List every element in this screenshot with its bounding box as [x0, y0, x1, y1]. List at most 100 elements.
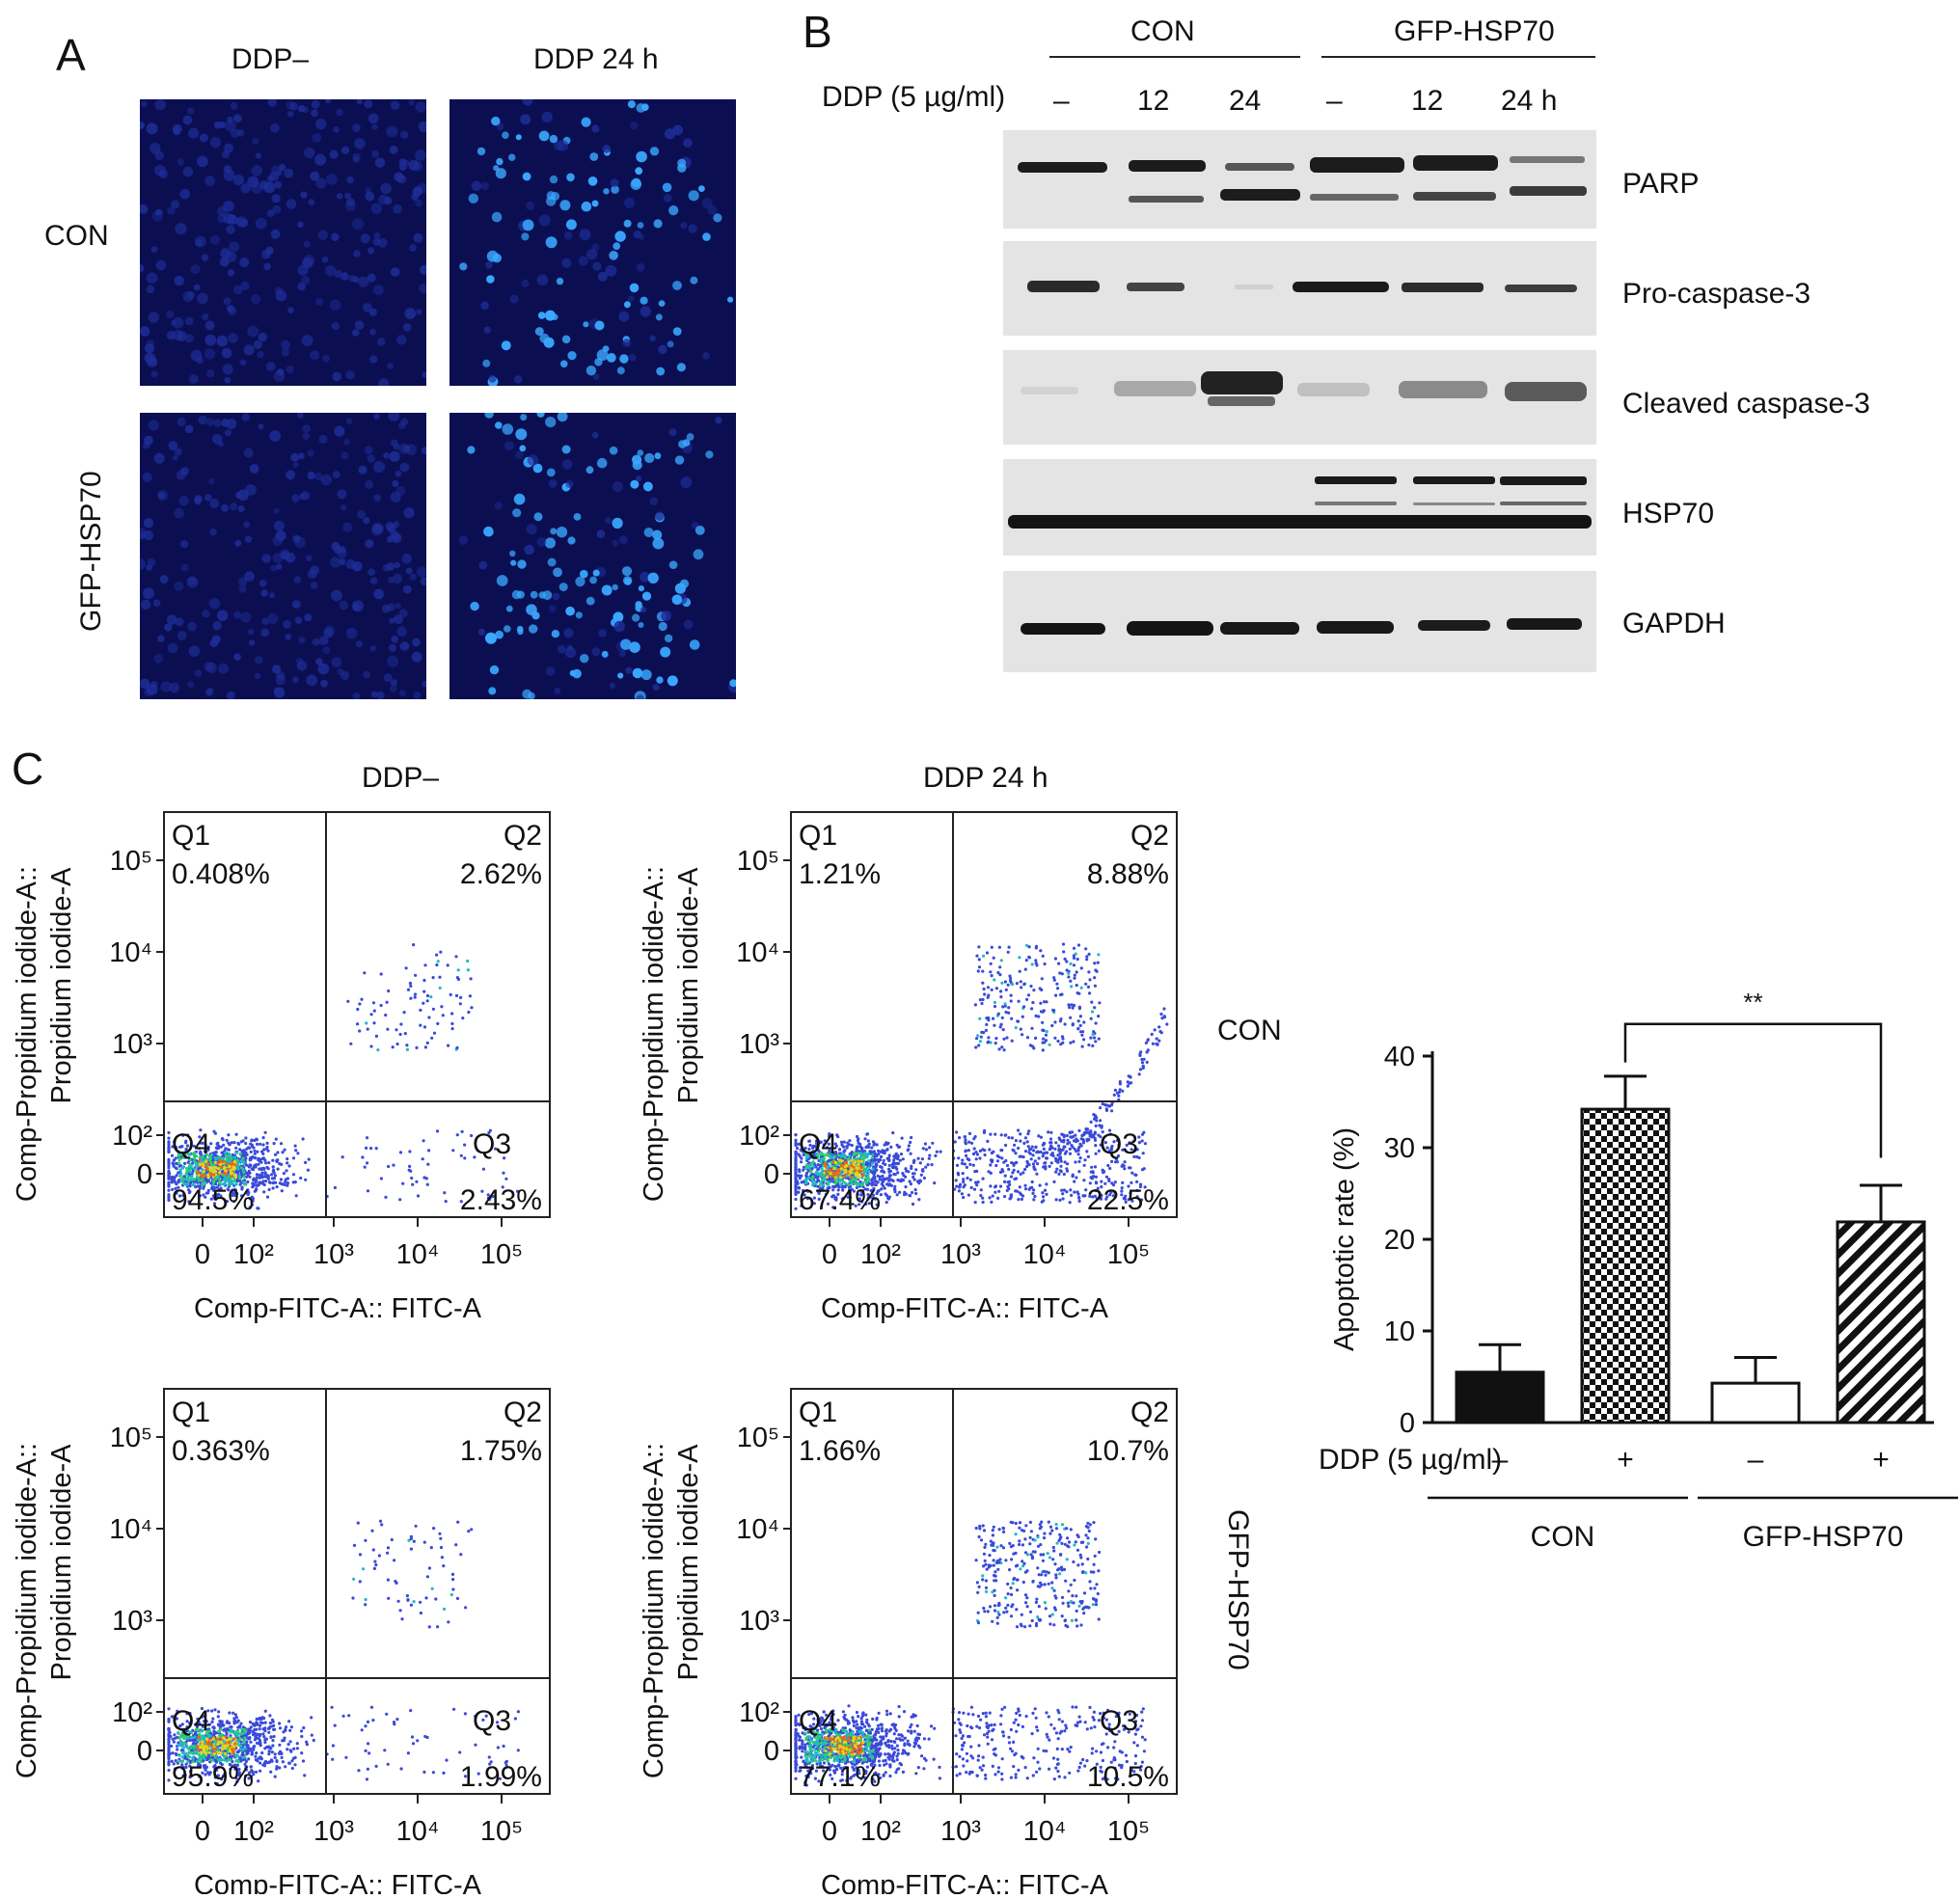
- nucleus-dot: [166, 311, 174, 318]
- event-dot: [994, 1042, 997, 1044]
- event-dot: [980, 1188, 983, 1191]
- nucleus-dot: [514, 375, 522, 383]
- nucleus-dot: [553, 568, 562, 578]
- event-dot: [459, 1002, 462, 1005]
- event-dot: [463, 1156, 466, 1159]
- event-dot: [1035, 946, 1038, 949]
- event-dot: [894, 1166, 897, 1169]
- nucleus-dot: [565, 607, 575, 616]
- x-tick-label: 0: [195, 1239, 210, 1270]
- event-dot: [384, 1014, 387, 1017]
- event-dot: [994, 1037, 997, 1040]
- nucleus-dot: [226, 225, 234, 233]
- event-dot: [167, 1197, 170, 1200]
- y-axis-title-line2: Propidium iodide-A: [673, 867, 704, 1104]
- nucleus-dot: [542, 112, 553, 122]
- event-dot: [908, 1194, 911, 1197]
- nucleus-dot: [140, 204, 148, 214]
- event-dot: [1094, 1132, 1097, 1135]
- panel-b-group-label-gfp-hsp70: GFP-HSP70: [1394, 15, 1555, 48]
- nucleus-dot: [227, 305, 234, 312]
- event-dot: [213, 1726, 216, 1729]
- event-dot: [259, 1161, 262, 1164]
- event-dot: [1071, 1146, 1074, 1149]
- event-dot: [227, 1133, 230, 1136]
- nucleus-dot: [310, 350, 319, 360]
- event-dot: [844, 1171, 847, 1174]
- event-dot: [987, 986, 990, 989]
- nucleus-dot: [397, 175, 406, 183]
- event-dot: [427, 1149, 430, 1152]
- event-dot: [422, 979, 425, 982]
- nucleus-dot: [178, 496, 188, 505]
- event-dot: [185, 1172, 188, 1175]
- event-dot: [1066, 1139, 1069, 1142]
- event-dot: [901, 1172, 904, 1175]
- nucleus-dot: [391, 492, 401, 502]
- event-dot: [225, 1731, 228, 1734]
- event-dot: [223, 1728, 226, 1731]
- event-dot: [1099, 1119, 1102, 1122]
- event-dot: [454, 955, 457, 958]
- nucleus-dot: [318, 231, 328, 240]
- event-dot: [1028, 1148, 1031, 1151]
- nucleus-dot: [375, 158, 385, 168]
- nucleus-dot: [286, 471, 295, 480]
- event-dot: [967, 1149, 970, 1152]
- event-dot: [422, 1002, 424, 1005]
- nucleus-dot: [332, 372, 341, 382]
- event-dot: [238, 1724, 241, 1727]
- nucleus-dot: [167, 206, 176, 215]
- nucleus-dot: [526, 604, 537, 615]
- event-dot: [228, 1153, 231, 1155]
- event-dot: [259, 1744, 262, 1747]
- event-dot: [1041, 1029, 1044, 1032]
- nucleus-dot: [357, 510, 366, 519]
- nucleus-dot: [371, 203, 382, 214]
- nucleus-dot: [563, 628, 573, 638]
- event-dot: [263, 1738, 266, 1741]
- event-dot: [1034, 959, 1037, 962]
- event-dot: [180, 1741, 183, 1744]
- event-dot: [1003, 1180, 1006, 1183]
- event-dot: [1091, 1177, 1094, 1180]
- nucleus-dot: [390, 685, 397, 692]
- event-dot: [225, 1153, 228, 1156]
- event-dot: [983, 1131, 986, 1134]
- nucleus-dot: [400, 463, 410, 473]
- nucleus-dot: [326, 174, 338, 185]
- nucleus-dot: [168, 643, 178, 654]
- event-dot: [1145, 1042, 1148, 1044]
- event-dot: [871, 1156, 874, 1159]
- y-tick-label: 10²: [739, 1121, 779, 1152]
- nucleus-dot: [664, 194, 672, 203]
- event-dot: [973, 1170, 976, 1173]
- nucleus-dot: [643, 482, 653, 492]
- event-dot: [1005, 1011, 1008, 1014]
- nucleus-dot: [510, 560, 516, 566]
- nucleus-dot: [274, 370, 286, 382]
- event-dot: [931, 1163, 934, 1166]
- nucleus-dot: [356, 640, 363, 647]
- event-dot: [466, 960, 469, 963]
- event-dot: [829, 1169, 831, 1172]
- nucleus-dot: [669, 560, 678, 569]
- event-dot: [240, 1748, 243, 1750]
- event-dot: [955, 1179, 958, 1181]
- nucleus-dot: [346, 176, 354, 184]
- event-dot: [896, 1193, 899, 1196]
- event-dot: [197, 1180, 200, 1182]
- event-dot: [248, 1147, 251, 1150]
- event-dot: [857, 1152, 859, 1154]
- nucleus-dot: [409, 99, 415, 105]
- nucleus-dot: [636, 475, 641, 481]
- event-dot: [1049, 1141, 1052, 1144]
- nucleus-dot: [251, 165, 262, 176]
- nucleus-dot: [387, 363, 394, 369]
- event-dot: [167, 1151, 170, 1153]
- event-dot: [221, 1723, 224, 1725]
- event-dot: [228, 1165, 231, 1168]
- quadrant-value-q2: 8.88%: [1087, 858, 1169, 890]
- event-dot: [193, 1745, 196, 1748]
